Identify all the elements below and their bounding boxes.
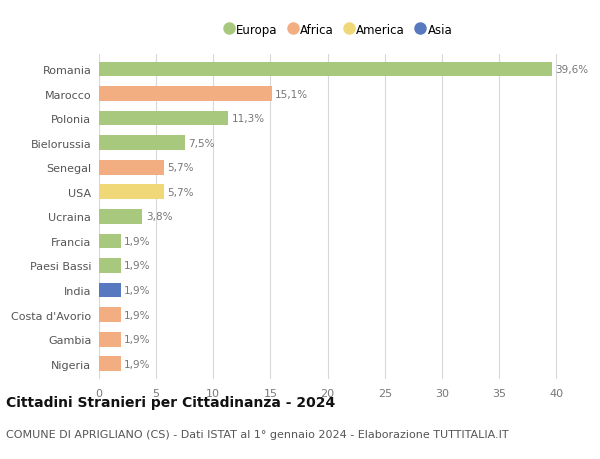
Bar [99, 308, 121, 322]
Bar [99, 112, 228, 126]
Text: 11,3%: 11,3% [232, 114, 265, 124]
Bar [99, 234, 121, 249]
Text: 1,9%: 1,9% [124, 310, 151, 320]
Text: 1,9%: 1,9% [124, 335, 151, 344]
Text: 5,7%: 5,7% [167, 187, 194, 197]
Text: 1,9%: 1,9% [124, 359, 151, 369]
Bar [99, 357, 121, 371]
Bar [99, 185, 164, 200]
Bar [99, 258, 121, 273]
Bar [99, 209, 142, 224]
Text: 39,6%: 39,6% [555, 65, 588, 75]
Text: 3,8%: 3,8% [146, 212, 172, 222]
Legend: Europa, Africa, America, Asia: Europa, Africa, America, Asia [221, 19, 457, 41]
Bar [99, 62, 551, 77]
Text: 15,1%: 15,1% [275, 90, 308, 99]
Text: 1,9%: 1,9% [124, 236, 151, 246]
Bar [99, 87, 272, 101]
Text: 1,9%: 1,9% [124, 285, 151, 296]
Bar [99, 136, 185, 151]
Text: 5,7%: 5,7% [167, 163, 194, 173]
Text: COMUNE DI APRIGLIANO (CS) - Dati ISTAT al 1° gennaio 2024 - Elaborazione TUTTITA: COMUNE DI APRIGLIANO (CS) - Dati ISTAT a… [6, 429, 509, 439]
Bar [99, 332, 121, 347]
Bar [99, 283, 121, 298]
Text: 1,9%: 1,9% [124, 261, 151, 271]
Text: 7,5%: 7,5% [188, 138, 215, 148]
Bar [99, 161, 164, 175]
Text: Cittadini Stranieri per Cittadinanza - 2024: Cittadini Stranieri per Cittadinanza - 2… [6, 395, 335, 409]
